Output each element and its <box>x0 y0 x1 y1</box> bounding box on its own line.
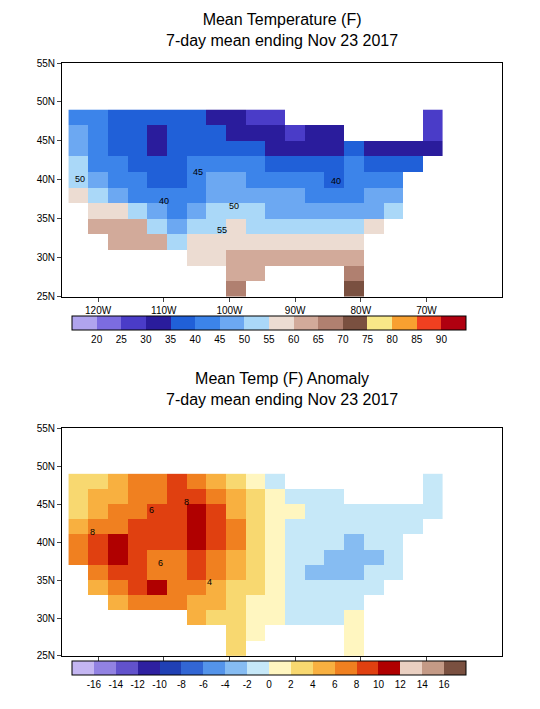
svg-text:75: 75 <box>362 334 374 345</box>
svg-text:30N: 30N <box>37 613 55 624</box>
svg-text:40: 40 <box>159 196 169 206</box>
svg-text:60: 60 <box>288 334 300 345</box>
svg-text:6: 6 <box>332 679 338 690</box>
svg-text:35N: 35N <box>37 213 55 224</box>
svg-text:40N: 40N <box>37 174 55 185</box>
svg-text:-8: -8 <box>177 679 186 690</box>
svg-text:25N: 25N <box>37 291 55 302</box>
svg-text:Mean Temperature (F)7-day mean: Mean Temperature (F)7-day mean ending No… <box>166 11 398 49</box>
svg-text:110W: 110W <box>151 664 177 675</box>
svg-text:0: 0 <box>266 679 272 690</box>
svg-text:50: 50 <box>229 201 239 211</box>
svg-text:50N: 50N <box>37 96 55 107</box>
svg-text:50: 50 <box>75 174 85 184</box>
svg-text:55N: 55N <box>37 58 55 69</box>
svg-text:-16: -16 <box>87 679 102 690</box>
svg-text:8: 8 <box>90 527 95 537</box>
svg-text:50N: 50N <box>37 461 55 472</box>
svg-text:30N: 30N <box>37 252 55 263</box>
svg-text:25: 25 <box>116 334 128 345</box>
svg-text:45: 45 <box>214 334 226 345</box>
svg-text:45: 45 <box>193 167 203 177</box>
svg-text:35: 35 <box>165 334 177 345</box>
svg-text:45N: 45N <box>37 499 55 510</box>
svg-text:80: 80 <box>387 334 399 345</box>
svg-text:90W: 90W <box>285 664 306 675</box>
svg-text:55N: 55N <box>37 423 55 434</box>
svg-text:120W: 120W <box>85 664 112 675</box>
svg-text:120W: 120W <box>85 305 112 316</box>
svg-text:8: 8 <box>354 679 360 690</box>
svg-text:10: 10 <box>373 679 385 690</box>
svg-text:-10: -10 <box>152 679 167 690</box>
svg-text:40: 40 <box>190 334 202 345</box>
svg-text:40: 40 <box>331 176 341 186</box>
svg-text:2: 2 <box>288 679 294 690</box>
svg-text:100W: 100W <box>216 664 243 675</box>
svg-text:90W: 90W <box>285 305 306 316</box>
svg-text:-12: -12 <box>130 679 145 690</box>
svg-text:85: 85 <box>411 334 423 345</box>
svg-text:70W: 70W <box>416 305 437 316</box>
svg-text:6: 6 <box>158 558 163 568</box>
svg-text:-2: -2 <box>243 679 252 690</box>
svg-text:40N: 40N <box>37 537 55 548</box>
svg-text:Mean Temp (F) Anomaly7-day mea: Mean Temp (F) Anomaly7-day mean ending N… <box>166 370 398 408</box>
svg-text:6: 6 <box>149 505 154 515</box>
svg-text:70W: 70W <box>416 664 437 675</box>
svg-text:4: 4 <box>207 577 212 587</box>
svg-text:-14: -14 <box>109 679 124 690</box>
svg-text:100W: 100W <box>216 305 243 316</box>
svg-text:-6: -6 <box>199 679 208 690</box>
svg-text:70: 70 <box>337 334 349 345</box>
svg-text:110W: 110W <box>151 305 177 316</box>
svg-text:4: 4 <box>310 679 316 690</box>
svg-text:20: 20 <box>91 334 103 345</box>
svg-text:14: 14 <box>417 679 429 690</box>
svg-text:16: 16 <box>439 679 451 690</box>
svg-text:90: 90 <box>436 334 448 345</box>
svg-text:80W: 80W <box>351 305 372 316</box>
svg-text:12: 12 <box>395 679 407 690</box>
svg-text:30: 30 <box>140 334 152 345</box>
svg-text:25N: 25N <box>37 650 55 661</box>
svg-text:65: 65 <box>313 334 325 345</box>
svg-text:80W: 80W <box>351 664 372 675</box>
svg-text:55: 55 <box>263 334 275 345</box>
svg-text:-4: -4 <box>221 679 230 690</box>
svg-text:45N: 45N <box>37 135 55 146</box>
svg-text:55: 55 <box>217 225 227 235</box>
svg-text:8: 8 <box>184 497 189 507</box>
svg-text:35N: 35N <box>37 575 55 586</box>
svg-text:50: 50 <box>239 334 251 345</box>
